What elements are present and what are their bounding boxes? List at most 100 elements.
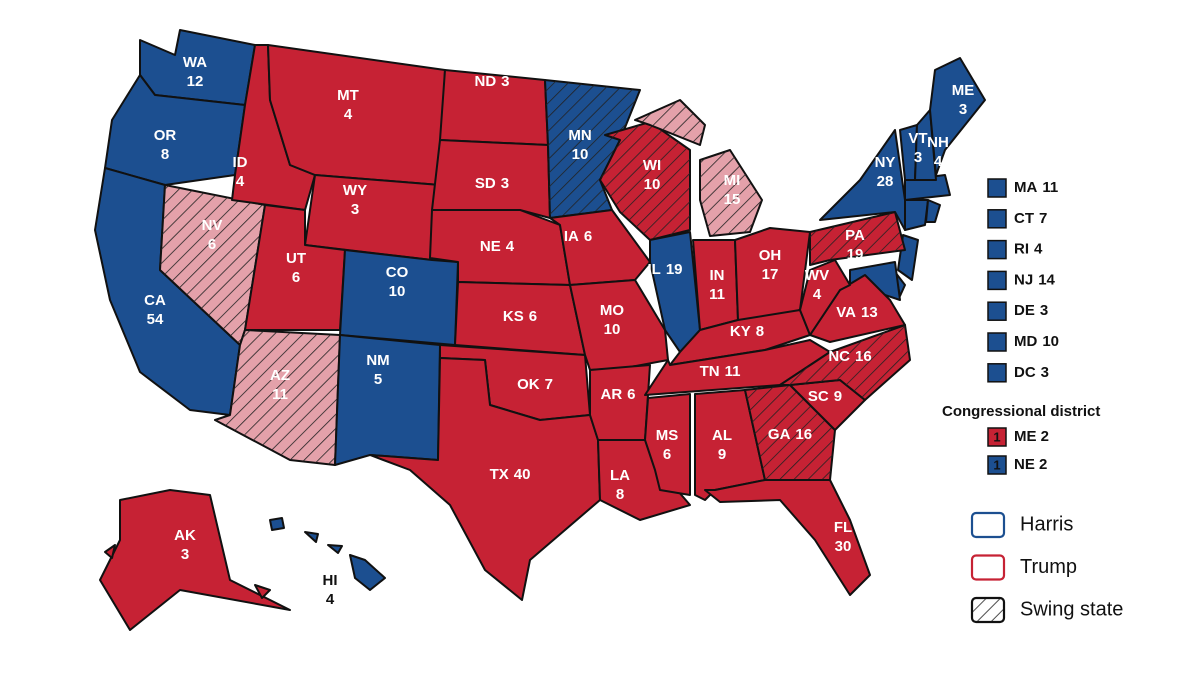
state-votes: 15 xyxy=(724,191,741,208)
state-label: HI 4 xyxy=(323,572,338,608)
state-swatch xyxy=(987,301,1007,321)
state-votes: 16 xyxy=(855,348,872,365)
state-votes: 4 xyxy=(506,238,515,255)
state-votes: 3 xyxy=(914,149,922,166)
state-votes: 14 xyxy=(1038,271,1055,288)
state-label: NC 16 xyxy=(828,348,871,365)
state-label: AR 6 xyxy=(600,386,635,403)
state-shape xyxy=(431,139,551,219)
state-label: MT 4 xyxy=(337,87,359,123)
state-shape xyxy=(799,259,851,336)
state-abbr: MA xyxy=(1014,179,1037,196)
state-abbr: GA xyxy=(768,426,791,443)
state-abbr: LA xyxy=(610,467,630,484)
state-abbr: UT xyxy=(286,250,306,267)
state-swatch xyxy=(987,332,1007,352)
state-votes: 10 xyxy=(389,283,406,300)
state-votes: 4 xyxy=(326,591,335,608)
state-votes: 9 xyxy=(718,446,726,463)
state-label: UT 6 xyxy=(286,250,306,286)
small-state-label: RI 4 xyxy=(1014,241,1043,258)
state-abbr: DE xyxy=(1014,302,1035,319)
small-state-label: MD 10 xyxy=(1014,333,1059,350)
state-label: OK 7 xyxy=(517,376,553,393)
state-abbr: IL xyxy=(647,261,660,278)
state-label: FL 30 xyxy=(834,519,852,555)
state-votes: 3 xyxy=(1040,302,1048,319)
district-count: 1 xyxy=(993,429,1000,444)
state-abbr: SD xyxy=(475,175,496,192)
swing-hatch xyxy=(545,80,640,218)
state-label: AZ 11 xyxy=(270,367,290,403)
state-votes: 3 xyxy=(181,546,189,563)
state-votes: 8 xyxy=(161,146,169,163)
state-abbr: NY xyxy=(875,154,896,171)
state-shape xyxy=(819,129,906,231)
state-abbr: MS xyxy=(656,427,679,444)
state-shape xyxy=(269,517,285,531)
small-state-label: DE 3 xyxy=(1014,302,1048,319)
state-votes: 6 xyxy=(663,446,671,463)
state-label: VT 3 xyxy=(908,130,927,166)
state-abbr: CT xyxy=(1014,210,1034,227)
legend-label: Swing state xyxy=(1020,598,1123,620)
state-abbr: KS xyxy=(503,308,524,325)
state-label: NM 5 xyxy=(366,352,389,388)
state-abbr: SC xyxy=(808,388,829,405)
state-shape xyxy=(925,199,941,223)
state-abbr: VT xyxy=(908,130,927,147)
swing-hatch xyxy=(810,212,905,265)
state-votes: 9 xyxy=(834,388,842,405)
state-label: IL 19 xyxy=(647,261,682,278)
state-votes: 3 xyxy=(1041,364,1049,381)
state-abbr: WI xyxy=(643,157,661,174)
state-abbr: WY xyxy=(343,182,367,199)
state-shape xyxy=(904,199,929,231)
state-abbr: WV xyxy=(805,267,829,284)
state-label: TX 40 xyxy=(490,466,531,483)
state-votes: 8 xyxy=(616,486,624,503)
state-abbr: RI xyxy=(1014,241,1029,258)
state-abbr: NM xyxy=(366,352,389,369)
swing-hatch xyxy=(215,330,340,465)
state-votes: 17 xyxy=(762,266,779,283)
state-shape xyxy=(327,544,343,554)
legend-label: Harris xyxy=(1020,513,1073,535)
district-title: Congressional district xyxy=(942,403,1100,420)
state-votes: 10 xyxy=(604,321,621,338)
state-abbr: OR xyxy=(154,127,177,144)
state-label: NH 4 xyxy=(927,134,949,170)
state-shape xyxy=(254,584,271,599)
state-abbr: IN xyxy=(710,267,725,284)
state-votes: 6 xyxy=(584,228,592,245)
state-label: WY 3 xyxy=(343,182,367,218)
state-abbr: KY xyxy=(730,323,751,340)
state-swatch xyxy=(987,270,1007,291)
state-votes: 11 xyxy=(272,386,288,403)
state-abbr: PA xyxy=(845,227,865,244)
district-count: 1 xyxy=(993,457,1000,472)
state-label: MI 15 xyxy=(724,172,741,208)
state-votes: 10 xyxy=(572,146,589,163)
state-shape xyxy=(644,393,691,496)
state-label: GA 16 xyxy=(768,426,812,443)
state-votes: 54 xyxy=(147,311,164,328)
state-abbr: ME xyxy=(952,82,975,99)
district-name: ME 2 xyxy=(1014,428,1049,445)
state-votes: 10 xyxy=(644,176,661,193)
state-label: AK 3 xyxy=(174,527,196,563)
state-shape xyxy=(267,44,446,186)
state-votes: 7 xyxy=(545,376,553,393)
state-votes: 4 xyxy=(813,286,822,303)
swing-hatch xyxy=(700,150,762,236)
state-abbr: CA xyxy=(144,292,166,309)
state-label: MN 10 xyxy=(568,127,591,163)
state-label: ID 4 xyxy=(233,154,248,190)
state-abbr: MT xyxy=(337,87,359,104)
state-label: NY 28 xyxy=(875,154,896,190)
state-shape xyxy=(704,479,871,596)
state-abbr: FL xyxy=(834,519,852,536)
state-votes: 13 xyxy=(861,304,878,321)
small-state-label: DC 3 xyxy=(1014,364,1049,381)
